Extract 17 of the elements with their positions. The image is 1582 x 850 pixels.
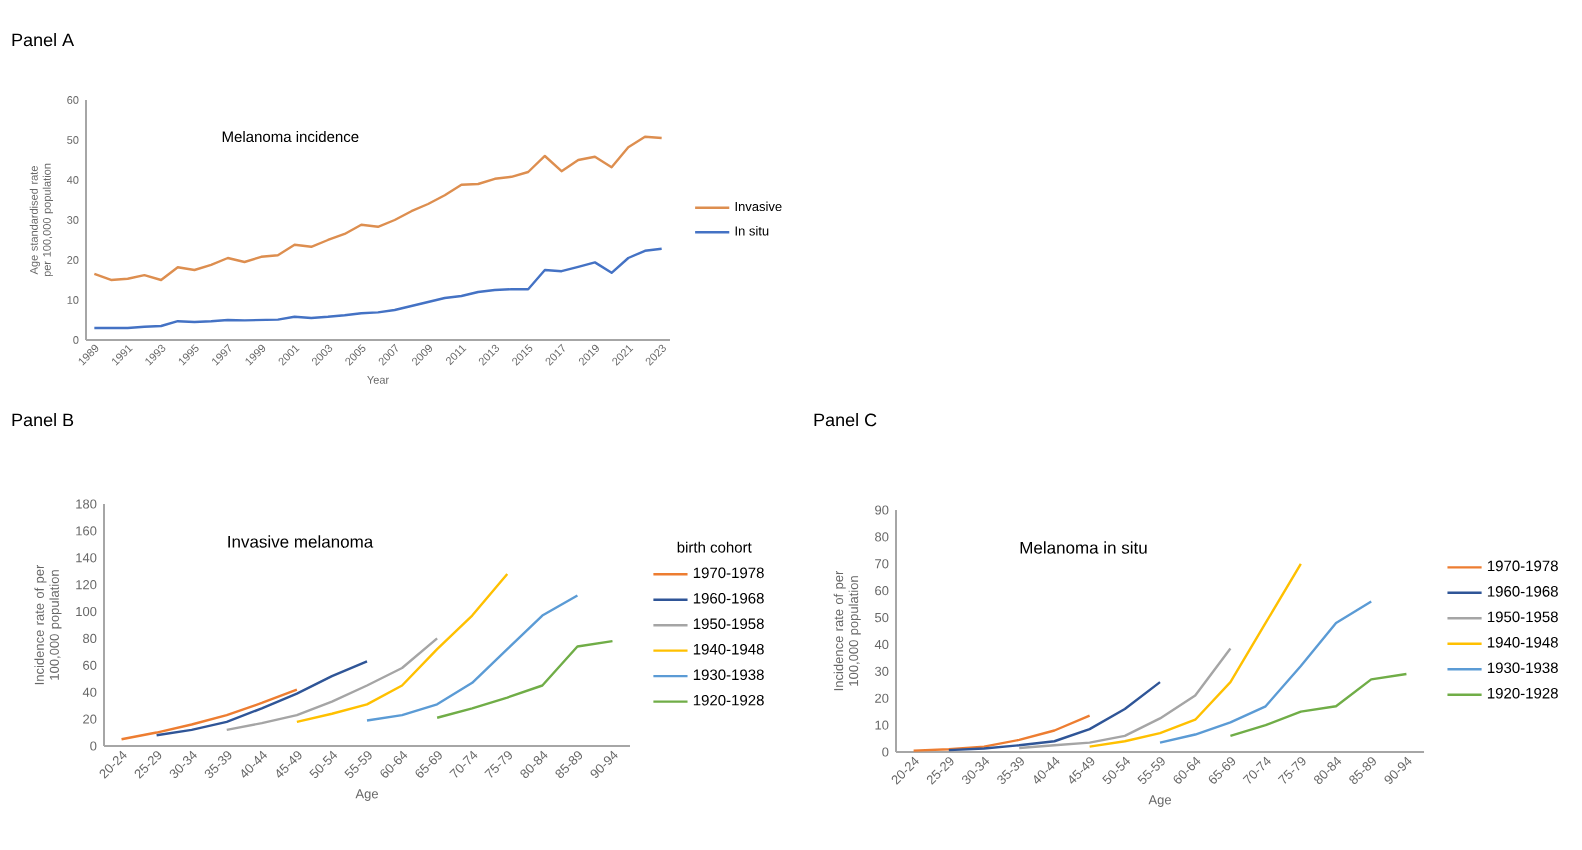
- line-series: [295, 572, 509, 723]
- chart-title: Panel C: [814, 413, 877, 427]
- line-series: [912, 714, 1091, 752]
- chart-title: Panel B: [12, 413, 74, 427]
- line-series: [225, 637, 439, 732]
- line-series: [365, 594, 579, 722]
- line-series: [947, 680, 1162, 752]
- text: Invasive melanoma: [228, 535, 374, 548]
- line-series: [120, 688, 299, 741]
- line-series: [93, 135, 663, 282]
- line-series: [155, 660, 369, 737]
- text: Melanoma in situ: [1020, 541, 1147, 554]
- line-series: [435, 639, 614, 719]
- chart-title: Panel A: [12, 33, 75, 47]
- line-series: [1229, 672, 1408, 738]
- line-series: [1158, 600, 1373, 744]
- line-series: [1088, 562, 1303, 748]
